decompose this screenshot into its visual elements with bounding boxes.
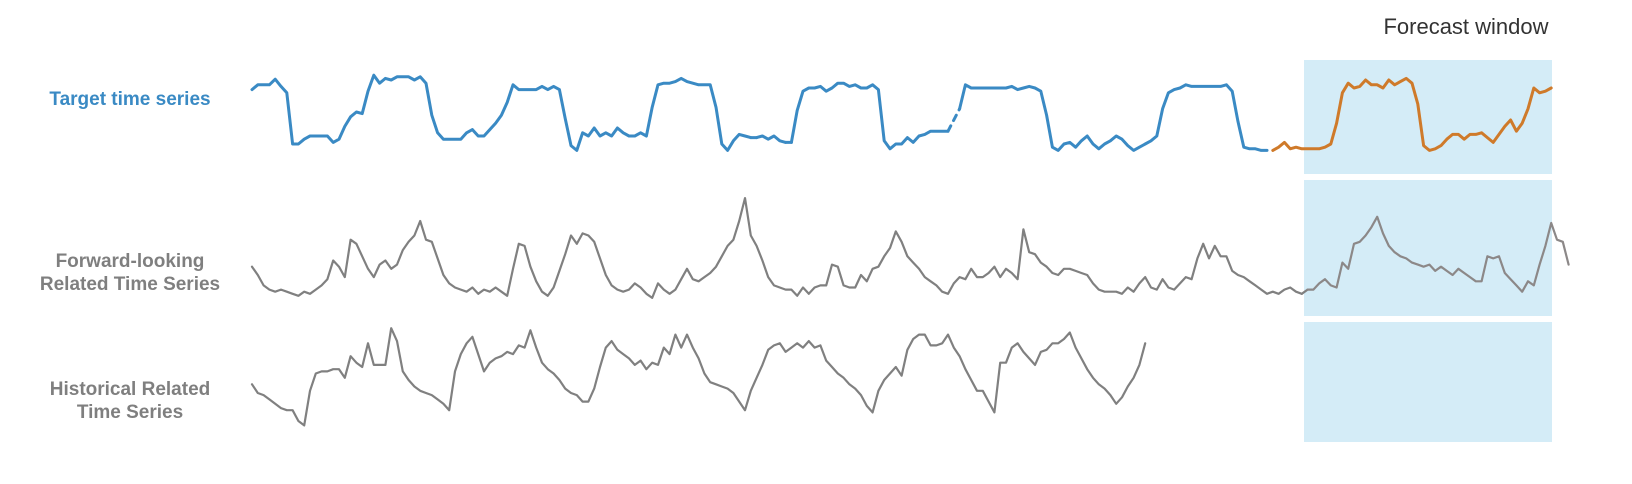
forecast-window-bands xyxy=(1304,60,1552,442)
forecast-window-band-1 xyxy=(1304,60,1552,174)
target-series-line-1 xyxy=(250,73,753,152)
forward-looking-related-label: Forward-looking Related Time Series xyxy=(39,251,221,295)
target-forecast-line xyxy=(1271,76,1553,152)
forecast-window-band-2 xyxy=(1304,180,1552,316)
series-lines xyxy=(250,73,1570,427)
forecast-window-label: Forecast window xyxy=(1383,14,1549,39)
forward-looking-series-line-2 xyxy=(1300,288,1309,295)
target-series-line-4 xyxy=(958,83,1269,152)
forecast-window-band-3 xyxy=(1304,322,1552,442)
target-series-line-2 xyxy=(755,134,788,144)
target-series-gap-3 xyxy=(946,107,962,133)
forward-looking-series-line-1 xyxy=(250,197,1303,299)
historical-series-line-1 xyxy=(250,327,1147,427)
target-time-series-label: Target time series xyxy=(49,89,211,110)
historical-related-label: Historical Related Time Series xyxy=(49,379,211,423)
target-series-line-3 xyxy=(789,81,950,151)
forward-looking-forecast-line xyxy=(1306,215,1570,293)
